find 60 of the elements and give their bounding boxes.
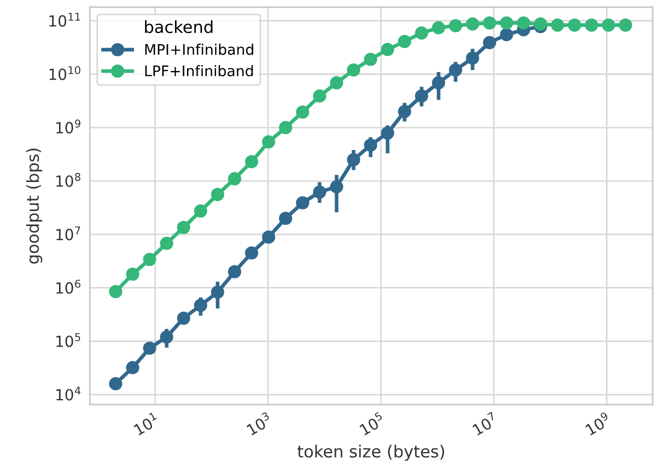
point [346, 63, 360, 77]
point [109, 284, 122, 298]
point [500, 16, 514, 30]
x-tick-label: 10$^{9}$ [584, 412, 612, 436]
y-tick-label: 10$^{4}$ [56, 386, 80, 401]
point [262, 135, 276, 148]
point [228, 172, 242, 186]
point [177, 312, 190, 325]
y-tick-label: 10$^{11}$ [49, 12, 80, 27]
point [245, 155, 258, 168]
point [482, 16, 496, 30]
point [534, 17, 548, 31]
legend-label: MPI+Infiniband [145, 44, 254, 55]
point [194, 204, 208, 218]
y-tick-label: 10$^{5}$ [56, 333, 80, 348]
y-tick-label: 10$^{10}$ [49, 66, 80, 80]
y-tick-label: 10$^{9}$ [56, 119, 80, 134]
point [109, 377, 122, 390]
point [602, 18, 616, 32]
point [448, 19, 462, 32]
point [584, 18, 598, 32]
x-tick-label: 10$^{3}$ [245, 412, 273, 436]
point [500, 28, 514, 42]
point [126, 268, 140, 281]
y-tick-label: 10$^{6}$ [56, 280, 80, 294]
point [279, 120, 292, 134]
x-tick-label: 10$^{1}$ [132, 412, 160, 436]
x-tick-label: 10$^{5}$ [358, 412, 386, 436]
point [160, 236, 174, 250]
y-axis-title: goodput (bps) [26, 148, 42, 264]
point [364, 52, 378, 66]
y-tick-label: 10$^{7}$ [56, 226, 80, 240]
x-axis-title: token size (bytes) [298, 444, 444, 461]
x-tick-label: 10$^{7}$ [470, 412, 499, 436]
point [568, 18, 582, 32]
point [296, 105, 310, 119]
legend-label: LPF+Infiniband [145, 65, 253, 76]
point [143, 342, 156, 355]
y-tick-label: 10$^{8}$ [56, 172, 80, 187]
point [432, 21, 446, 34]
point [550, 18, 564, 32]
point [380, 42, 394, 56]
point [211, 188, 224, 202]
point [313, 89, 326, 103]
point [414, 26, 428, 40]
point [516, 16, 530, 30]
point [177, 220, 190, 234]
point [296, 196, 310, 210]
point [618, 18, 632, 32]
point [398, 34, 412, 48]
point [245, 246, 258, 260]
point [126, 361, 140, 374]
legend-title: backend [145, 20, 212, 34]
point [482, 36, 496, 50]
point [466, 17, 480, 31]
point [279, 212, 292, 225]
point [262, 230, 276, 244]
point [143, 252, 156, 266]
point [330, 76, 344, 90]
point [228, 265, 242, 278]
